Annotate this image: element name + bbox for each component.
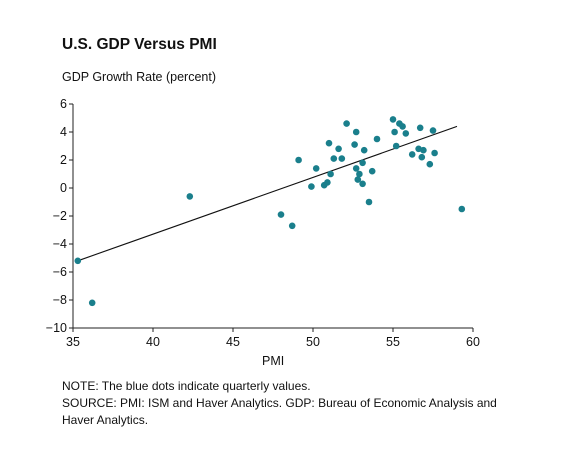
data-point <box>399 123 406 130</box>
x-tick-label: 40 <box>146 335 160 349</box>
y-tick-label: −8 <box>53 293 67 307</box>
data-point <box>88 299 96 307</box>
data-point <box>312 165 320 172</box>
data-point <box>351 141 358 148</box>
y-axis-label: GDP Growth Rate (percent) <box>62 70 216 84</box>
data-point <box>426 160 434 168</box>
data-point <box>359 159 366 167</box>
source-text: SOURCE: PMI: ISM and Haver Analytics. GD… <box>62 396 497 427</box>
chart-title: U.S. GDP Versus PMI <box>62 36 217 53</box>
y-tick-label: 6 <box>60 97 67 111</box>
data-point <box>288 222 296 230</box>
data-point <box>277 211 285 218</box>
data-point <box>74 257 82 265</box>
data-point <box>354 176 362 183</box>
data-point <box>391 128 398 136</box>
data-point <box>418 153 426 161</box>
data-point <box>330 155 338 162</box>
data-point <box>308 183 315 190</box>
data-point <box>373 135 381 143</box>
y-tick-label: 0 <box>60 181 67 195</box>
data-point <box>402 130 410 137</box>
x-tick-label: 55 <box>386 335 400 349</box>
data-point <box>360 146 368 154</box>
data-point <box>389 116 397 123</box>
data-point <box>420 146 427 154</box>
trendline-group <box>77 125 458 262</box>
data-point <box>338 155 346 162</box>
y-tick-label: −6 <box>53 265 67 279</box>
data-point <box>416 124 424 132</box>
y-tick-label: −4 <box>53 237 67 251</box>
data-point <box>352 165 360 172</box>
data-point <box>429 127 437 134</box>
note-text: NOTE: The blue dots indicate quarterly v… <box>62 379 311 393</box>
data-point <box>408 151 416 158</box>
y-tick-label: 2 <box>60 153 67 167</box>
y-tick-label: −10 <box>46 321 67 335</box>
data-point <box>352 128 360 136</box>
x-tick-label: 60 <box>466 335 480 349</box>
data-point <box>431 149 438 157</box>
data-point <box>392 142 400 150</box>
y-tick-label: −2 <box>53 209 67 223</box>
data-point <box>356 170 363 178</box>
data-point <box>327 170 334 178</box>
data-point <box>359 180 366 188</box>
x-tick-label: 35 <box>66 335 80 349</box>
x-axis-label: PMI <box>262 354 285 368</box>
x-tick-label: 45 <box>226 335 240 349</box>
data-point <box>295 156 302 164</box>
data-point <box>368 167 376 175</box>
data-point <box>365 198 373 206</box>
data-point <box>343 120 350 127</box>
y-tick-label: 4 <box>60 125 67 139</box>
data-point <box>324 179 331 186</box>
data-point <box>186 193 194 200</box>
trendline <box>77 125 458 262</box>
data-points <box>74 116 466 307</box>
chart-notes: NOTE: The blue dots indicate quarterly v… <box>62 378 532 429</box>
data-point <box>335 145 342 153</box>
data-point <box>325 139 333 147</box>
x-tick-label: 50 <box>306 335 320 349</box>
data-point <box>458 205 466 213</box>
